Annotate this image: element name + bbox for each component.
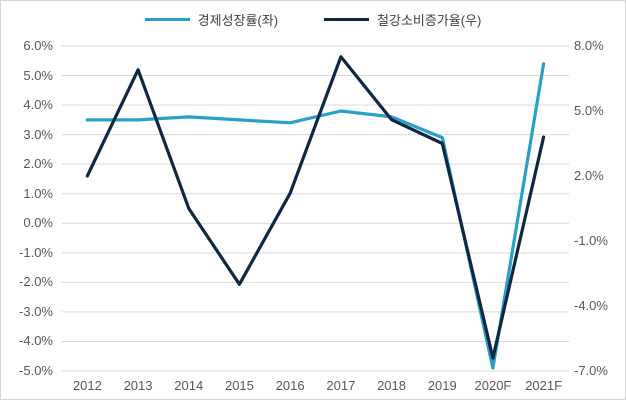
left-axis-tick: -3.0%: [19, 303, 53, 319]
x-axis-tick: 2021F: [525, 378, 563, 393]
left-axis-tick: 6.0%: [23, 38, 53, 53]
left-axis-tick: 0.0%: [23, 215, 53, 231]
x-axis-tick: 2015: [224, 378, 254, 393]
left-axis-tick: -4.0%: [19, 333, 53, 349]
x-axis-tick: 2020F: [474, 378, 512, 393]
x-axis-tick: 2014: [174, 378, 204, 393]
left-axis-tick: 2.0%: [23, 156, 53, 172]
x-axis-tick: 2019: [427, 378, 457, 393]
steel-consumption-legend-label: 철강소비증가율(우): [377, 13, 482, 28]
left-axis-tick: -5.0%: [19, 363, 53, 378]
right-axis-tick: -7.0%: [574, 363, 608, 378]
left-axis-tick: 1.0%: [23, 185, 53, 201]
x-axis-tick: 2016: [275, 378, 305, 393]
right-axis-tick: -4.0%: [574, 298, 608, 313]
left-axis-tick: -1.0%: [19, 244, 53, 260]
x-axis-tick: 2017: [326, 378, 356, 393]
legend: 경제성장률(좌) 철강소비증가율(우): [1, 10, 625, 29]
x-axis-tick: 2013: [123, 378, 153, 393]
left-axis-tick: 3.0%: [23, 126, 53, 142]
right-axis-tick: 2.0%: [574, 168, 604, 183]
right-axis-tick: 5.0%: [574, 103, 604, 118]
x-axis-tick: 2012: [72, 378, 102, 393]
x-axis-tick: 2018: [377, 378, 406, 393]
right-axis-tick: 8.0%: [574, 38, 604, 53]
legend-item-steel-consumption: 철강소비증가율(우): [324, 10, 481, 29]
legend-item-economic-growth: 경제성장률(좌): [144, 10, 279, 29]
economic-growth-line-swatch: [144, 18, 190, 21]
left-axis-tick: 5.0%: [23, 67, 53, 83]
steel-consumption-line-swatch: [324, 18, 370, 21]
right-axis-tick: -1.0%: [574, 233, 608, 248]
left-axis-tick: -2.0%: [19, 274, 53, 290]
series-line-0: [85, 62, 546, 370]
economic-growth-legend-label: 경제성장률(좌): [197, 13, 279, 28]
series-line-1: [85, 55, 546, 360]
left-axis-tick: 4.0%: [23, 97, 53, 113]
